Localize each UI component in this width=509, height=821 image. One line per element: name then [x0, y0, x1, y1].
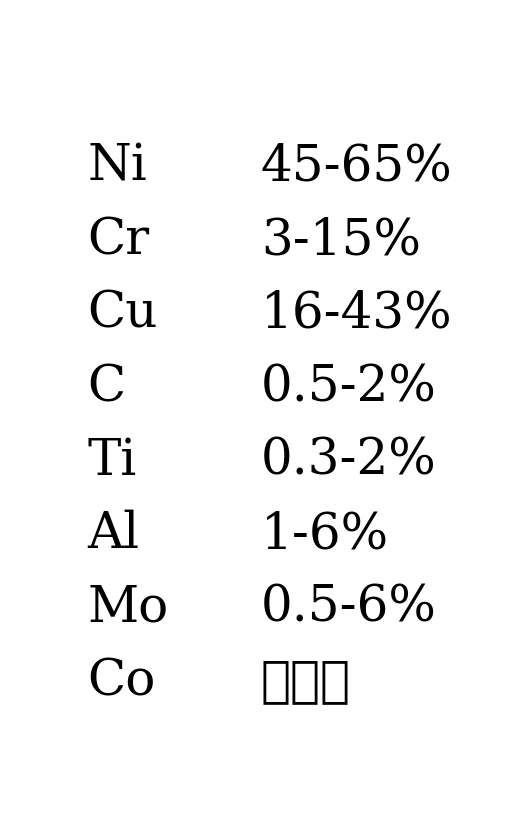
Text: 余量。: 余量。 [261, 657, 351, 706]
Text: 16-43%: 16-43% [261, 289, 453, 338]
Text: Cr: Cr [88, 216, 150, 265]
Text: Cu: Cu [88, 289, 158, 338]
Text: 0.5-2%: 0.5-2% [261, 363, 437, 412]
Text: 0.3-2%: 0.3-2% [261, 436, 437, 485]
Text: Ni: Ni [88, 142, 147, 191]
Text: 3-15%: 3-15% [261, 216, 421, 265]
Text: Al: Al [88, 510, 139, 559]
Text: Co: Co [88, 657, 156, 706]
Text: Ti: Ti [88, 436, 136, 485]
Text: 0.5-6%: 0.5-6% [261, 583, 437, 632]
Text: 45-65%: 45-65% [261, 142, 453, 191]
Text: 1-6%: 1-6% [261, 510, 389, 559]
Text: C: C [88, 363, 126, 412]
Text: Mo: Mo [88, 583, 168, 632]
